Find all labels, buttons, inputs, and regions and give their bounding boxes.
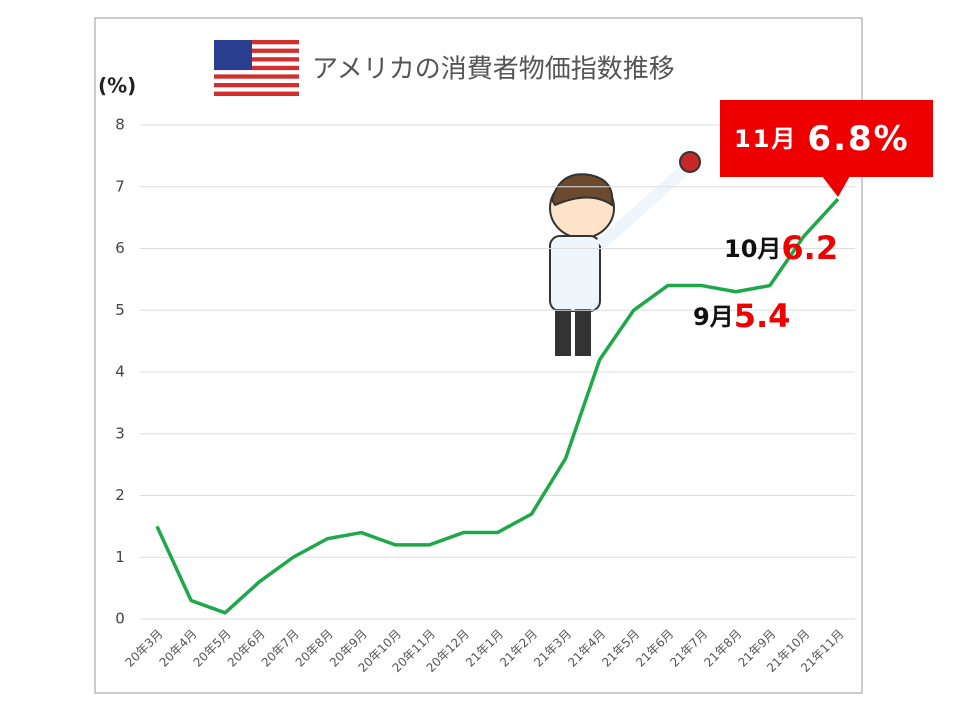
y-tick-label: 2 <box>115 486 125 504</box>
annotation-value: 6.8% <box>807 119 909 159</box>
y-tick-label: 8 <box>115 116 125 134</box>
y-tick-label: 4 <box>115 363 125 381</box>
flag <box>214 40 299 96</box>
annotation: 11月 6.8% <box>734 119 910 159</box>
annotation-value: 5.4 <box>734 297 791 335</box>
y-axis-label: (%) <box>98 74 136 98</box>
chart-title: アメリカの消費者物価指数推移 <box>312 55 675 85</box>
annotation-month: 10月 <box>724 235 781 263</box>
annotation-value: 6.2 <box>781 229 838 267</box>
y-tick-label: 1 <box>115 548 125 566</box>
line-series <box>155 197 840 615</box>
annotation: 9月5.4 <box>693 297 790 335</box>
y-tick-label: 0 <box>115 610 125 628</box>
annotation-month: 11月 <box>734 125 797 153</box>
y-tick-label: 6 <box>115 239 125 257</box>
y-tick-label: 5 <box>115 301 125 319</box>
callout-pointer <box>822 176 850 197</box>
y-tick-label: 3 <box>115 424 125 442</box>
callout-box <box>720 100 933 177</box>
annotation: 10月6.2 <box>724 229 838 267</box>
annotation-month: 9月 <box>693 303 734 331</box>
y-tick-label: 7 <box>115 177 125 195</box>
